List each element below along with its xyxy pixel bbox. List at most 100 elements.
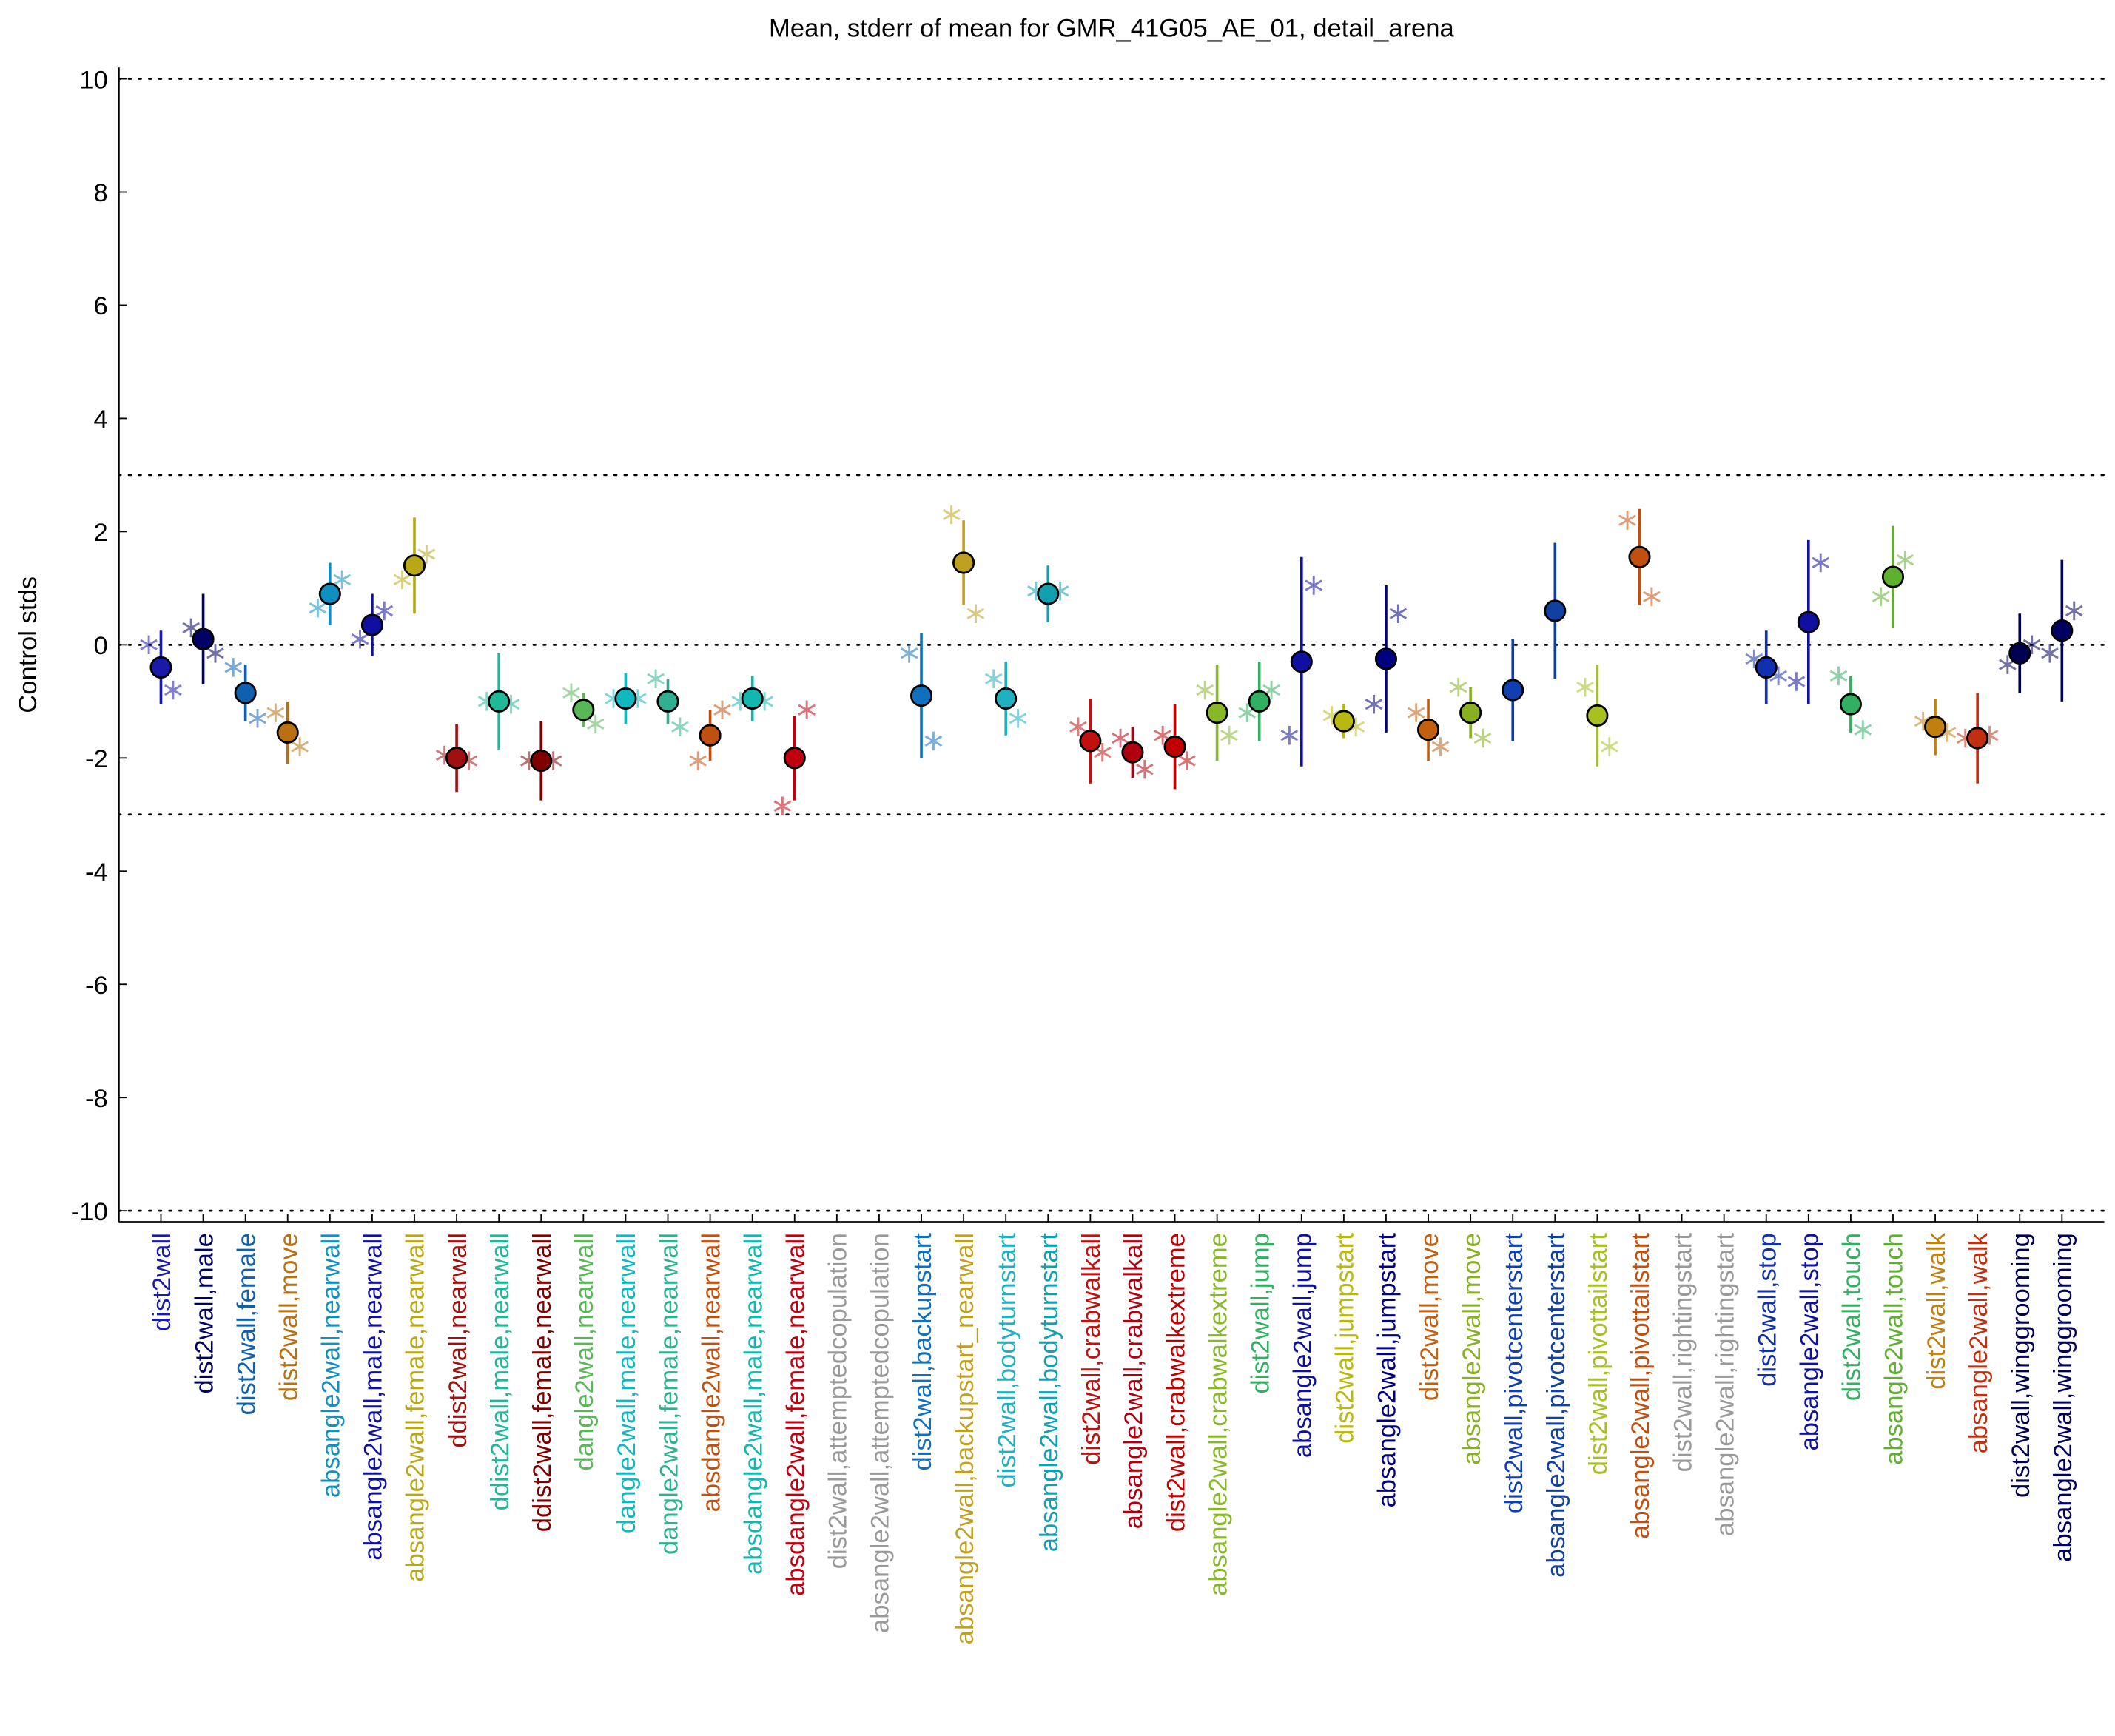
star-stroke <box>1745 653 1763 665</box>
mean-marker <box>741 687 764 710</box>
star-stroke <box>1576 682 1594 693</box>
x-tick-label: absangle2wall,rightingstart <box>1711 1233 1739 1536</box>
marker-star <box>1136 759 1154 779</box>
y-tick-label: 10 <box>79 66 108 94</box>
x-tick-label: absangle2wall,female,nearwall <box>402 1233 430 1582</box>
star-stroke <box>164 684 182 696</box>
marker-star <box>1872 587 1890 607</box>
mean-marker <box>318 582 341 605</box>
star-stroke <box>206 647 224 659</box>
star-stroke <box>1389 608 1408 619</box>
mean-marker <box>1417 719 1440 741</box>
x-tick-label: absangle2wall,pivotcenterstart <box>1542 1233 1570 1578</box>
x-tick-label: dist2wall,male <box>190 1233 218 1393</box>
mean-marker <box>360 613 383 636</box>
star-stroke <box>586 718 605 730</box>
mean-marker <box>1332 710 1355 733</box>
mean-marker <box>1586 704 1609 727</box>
x-tick-label: absangle2wall,crabwalkextreme <box>1204 1233 1232 1596</box>
marker-star <box>1576 677 1594 697</box>
marker-star <box>1896 550 1914 570</box>
x-tick-label: dist2wall,winggrooming <box>2007 1233 2035 1498</box>
y-tick-label: 4 <box>94 406 108 434</box>
star-stroke <box>1872 591 1890 602</box>
marker-star <box>1449 677 1467 697</box>
star-stroke <box>393 573 411 586</box>
y-tick-label: -2 <box>85 745 108 773</box>
marker-star <box>1009 709 1027 728</box>
star-stroke <box>984 673 1003 684</box>
mean-marker <box>1290 650 1313 673</box>
mean-marker <box>952 551 975 574</box>
star-stroke <box>249 713 266 724</box>
x-tick-label: dist2wall,rightingstart <box>1669 1233 1697 1473</box>
mean-marker <box>1966 727 1989 750</box>
mean-marker <box>488 690 511 713</box>
mean-marker <box>995 687 1018 710</box>
mean-marker <box>1544 599 1567 622</box>
mean-marker <box>1459 702 1482 724</box>
star-stroke <box>1280 730 1299 741</box>
mean-marker <box>192 628 215 650</box>
star-stroke <box>942 508 961 521</box>
marker-star <box>375 601 394 621</box>
chart-title: Mean, stderr of mean for GMR_41G05_AE_01… <box>769 14 1455 42</box>
x-tick-label: absangle2wall,attemptedcopulation <box>867 1233 895 1633</box>
marker-star <box>562 683 580 703</box>
x-tick-label: absangle2wall,winggrooming <box>2049 1233 2077 1562</box>
x-tick-label: ddist2wall,female,nearwall <box>528 1233 557 1532</box>
mean-marker <box>1924 716 1947 739</box>
marker-star <box>1389 604 1408 624</box>
x-tick-label: dist2wall,move <box>275 1233 303 1401</box>
star-stroke <box>1769 670 1787 682</box>
marker-star <box>1407 703 1425 722</box>
y-tick-label: -10 <box>71 1198 108 1226</box>
x-tick-label: absangle2wall,touch <box>1880 1233 1909 1465</box>
x-tick-label: dist2wall,move <box>1416 1233 1444 1401</box>
mean-marker <box>1628 545 1651 568</box>
marker-star <box>1069 717 1087 737</box>
mean-marker <box>656 690 679 713</box>
marker-star <box>393 570 411 590</box>
x-tick-label: dist2wall,female <box>232 1233 260 1415</box>
marker-star <box>647 669 665 688</box>
x-tick-label: dist2wall,crabwalkextreme <box>1162 1233 1190 1532</box>
x-tick-label: dangle2wall,female,nearwall <box>655 1233 683 1555</box>
mean-marker <box>783 747 806 770</box>
star-stroke <box>647 673 665 684</box>
marker-star <box>1643 587 1661 607</box>
marker-star <box>942 505 961 525</box>
star-stroke <box>798 704 816 716</box>
marker-star <box>2065 601 2083 621</box>
x-tick-label: dist2wall,crabwalkall <box>1077 1233 1106 1465</box>
marker-star <box>966 604 985 624</box>
marker-star <box>671 717 689 737</box>
x-tick-label: absangle2wall,pivottailstart <box>1627 1233 1655 1539</box>
star-stroke <box>224 662 243 673</box>
marker-star <box>206 644 224 663</box>
marker-star <box>1365 694 1383 714</box>
x-tick-label: absangle2wall,crabwalkall <box>1120 1233 1148 1529</box>
star-stroke <box>333 573 352 586</box>
star-stroke <box>1069 721 1087 733</box>
marker-star <box>2041 644 2059 663</box>
x-tick-label: absangle2wall,walk <box>1965 1232 1993 1453</box>
star-stroke <box>924 735 943 747</box>
x-tick-label: absangle2wall,male,nearwall <box>360 1233 388 1561</box>
star-stroke <box>1305 579 1323 591</box>
mean-marker <box>276 721 299 744</box>
marker-star <box>291 737 309 756</box>
star-stroke <box>375 605 394 617</box>
marker-star <box>164 680 182 700</box>
star-stroke <box>266 707 285 719</box>
marker-star <box>309 598 327 618</box>
mean-marker <box>1248 690 1271 713</box>
x-tick-label: absangle2wall,move <box>1458 1233 1486 1465</box>
mean-marker <box>403 554 426 577</box>
mean-marker <box>1374 647 1398 670</box>
mean-marker <box>1206 702 1228 724</box>
x-tick-label: dist2wall,stop <box>1753 1233 1781 1387</box>
mean-marker <box>699 724 722 747</box>
mean-marker <box>2008 642 2031 665</box>
